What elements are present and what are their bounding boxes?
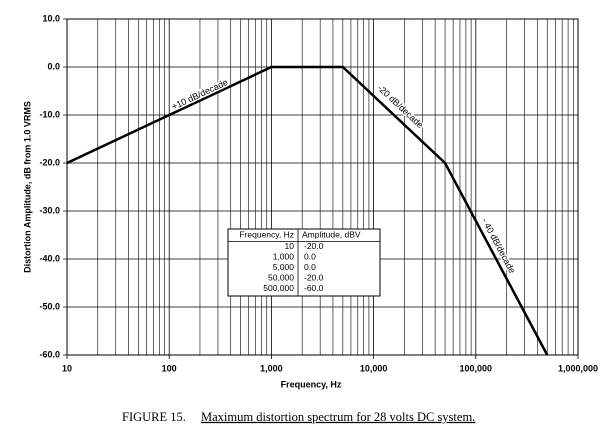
table-cell: 5,000: [273, 262, 295, 272]
y-tick-label: 0.0: [47, 61, 60, 71]
table-cell: 50,000: [268, 273, 294, 283]
y-tick-label: -60.0: [39, 349, 60, 359]
y-tick-label: -10.0: [39, 109, 60, 119]
caption-label: FIGURE 15.: [122, 410, 186, 424]
x-axis-label: Frequency, Hz: [281, 379, 342, 389]
y-tick-label: 10.0: [42, 13, 60, 23]
table-cell: 1,000: [273, 252, 295, 262]
y-tick-label: -30.0: [39, 205, 60, 215]
table-cell: -20.0: [304, 273, 324, 283]
table-cell: 0.0: [304, 252, 316, 262]
y-axis-label: Distortion Amplitude, dB from 1.0 VRMS: [22, 101, 32, 273]
data-table: Frequency, Hz Amplitude, dBV 10 -20.0 1,000 0…: [227, 228, 381, 297]
table-cell: 10: [285, 241, 295, 251]
caption-text: Maximum distortion spectrum for 28 volts…: [201, 410, 475, 424]
x-tick-label: 10,000: [360, 363, 388, 373]
table-cell: -20.0: [304, 241, 324, 251]
data-line: [66, 65, 549, 356]
y-tick-label: -20.0: [39, 157, 60, 167]
x-tick-label: 10: [62, 363, 72, 373]
x-tick-label: 1,000,000: [558, 363, 598, 373]
table-box: [227, 228, 381, 297]
x-tick-label: 1,000: [260, 363, 283, 373]
x-tick-label: 100,000: [460, 363, 493, 373]
y-tick-label: -50.0: [39, 301, 60, 311]
y-tick-label: -40.0: [39, 253, 60, 263]
table-cell: -60.0: [304, 283, 324, 293]
table-header: Amplitude, dBV: [302, 230, 361, 240]
plot-frame: [66, 18, 579, 356]
table-cell: 500,000: [263, 283, 294, 293]
table-cell: 0.0: [304, 262, 316, 272]
x-tick-label: 100: [162, 363, 177, 373]
table-header: Frequency, Hz: [239, 230, 294, 240]
